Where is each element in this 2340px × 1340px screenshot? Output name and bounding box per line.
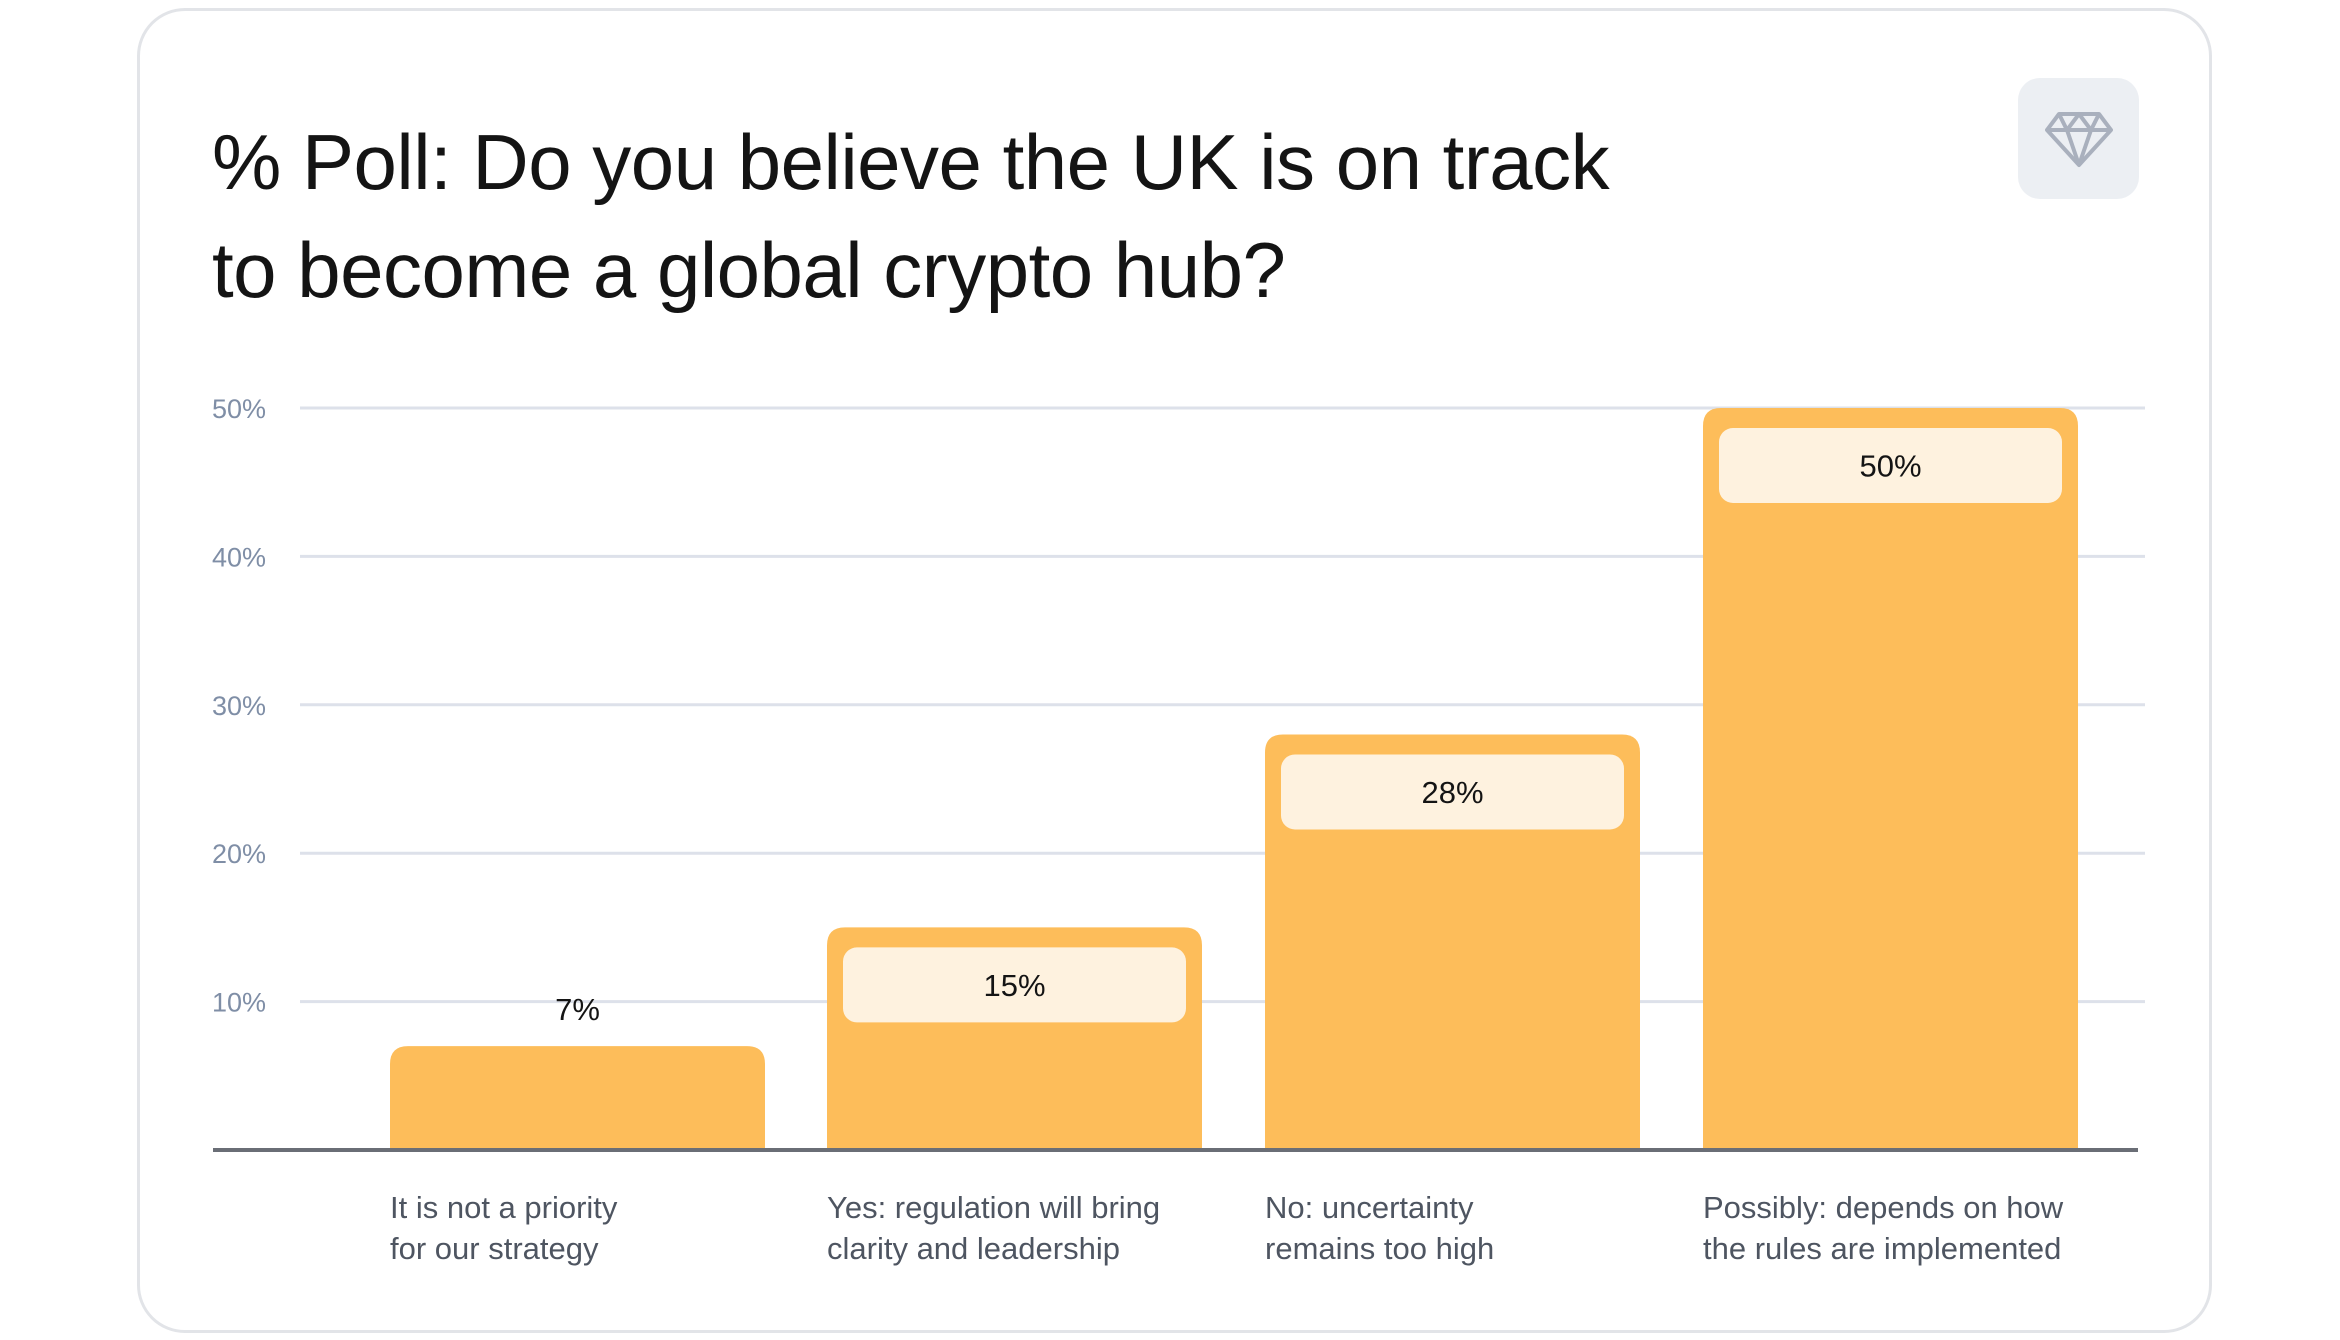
y-tick-label: 40% xyxy=(212,542,266,572)
data-label: 28% xyxy=(1421,775,1483,810)
data-label: 15% xyxy=(983,968,1045,1003)
y-tick-label: 30% xyxy=(212,691,266,721)
x-tick-label: No: uncertainty remains too high xyxy=(1265,1190,1494,1266)
chart-title-line-1: % Poll: Do you believe the UK is on trac… xyxy=(212,118,1610,206)
y-tick-label: 20% xyxy=(212,839,266,869)
x-tick-label-line: the rules are implemented xyxy=(1703,1231,2061,1266)
value-pill xyxy=(1719,428,2062,503)
x-tick-label: Yes: regulation will bring clarity and le… xyxy=(827,1190,1160,1266)
value-pill xyxy=(1281,754,1624,830)
category-labels: It is not a priority for our strategy Yes:… xyxy=(390,1190,2064,1266)
chart-title: % Poll: Do you believe the UK is on trac… xyxy=(212,108,1812,324)
diamond-icon xyxy=(2044,111,2113,167)
x-tick-label: It is not a priority for our strategy xyxy=(390,1190,618,1266)
bar xyxy=(1703,408,2078,1150)
data-label: 50% xyxy=(1859,449,1921,484)
x-tick-label-line: clarity and leadership xyxy=(827,1231,1120,1266)
x-tick-label-line: Yes: regulation will bring xyxy=(827,1190,1160,1225)
chart-title-line-2: to become a global crypto hub? xyxy=(212,226,1286,314)
x-tick-label-line: No: uncertainty xyxy=(1265,1190,1474,1225)
x-tick-label-line: remains too high xyxy=(1265,1231,1494,1266)
diamond-badge xyxy=(2018,78,2139,199)
x-tick-label-line: It is not a priority xyxy=(390,1190,618,1225)
bar xyxy=(390,1046,765,1150)
y-tick-label: 10% xyxy=(212,988,266,1018)
y-axis-ticks: 10% 20% 30% 40% 50% xyxy=(212,394,266,1018)
x-tick-label-line: for our strategy xyxy=(390,1231,599,1266)
x-tick-label: Possibly: depends on how the rules are im… xyxy=(1703,1190,2064,1266)
bars: 7% 15% 28% 50% xyxy=(390,408,2078,1150)
data-label: 7% xyxy=(555,992,600,1027)
x-tick-label-line: Possibly: depends on how xyxy=(1703,1190,2064,1225)
bar xyxy=(1265,734,1640,1150)
value-pill xyxy=(843,947,1186,1023)
y-tick-label: 50% xyxy=(212,394,266,424)
